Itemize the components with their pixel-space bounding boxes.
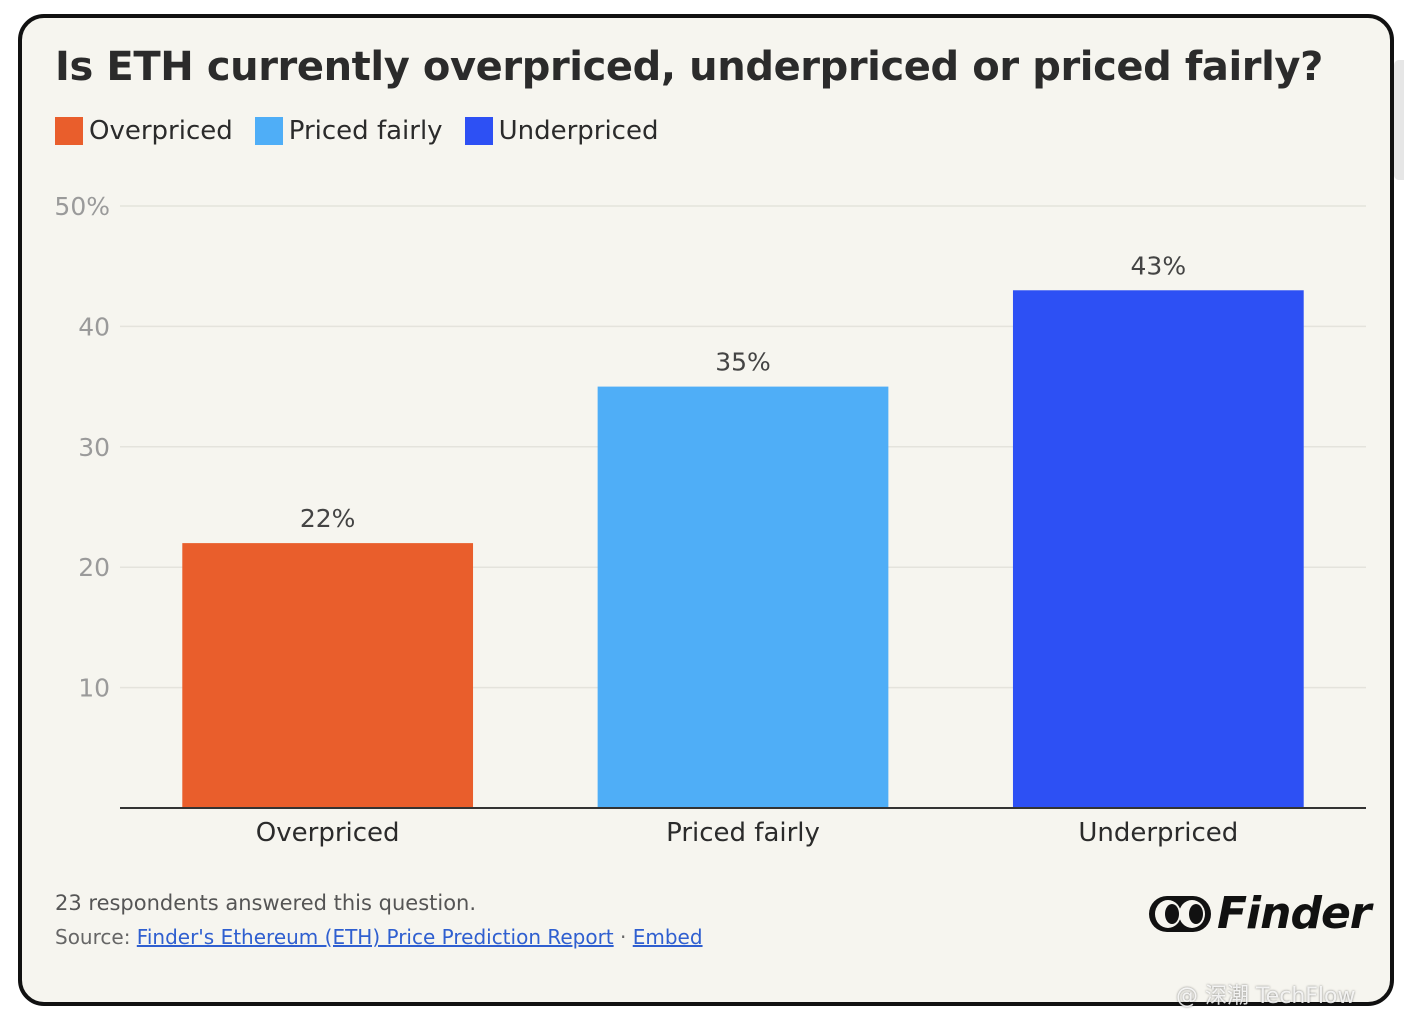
chart-title: Is ETH currently overpriced, underpriced… [55, 44, 1323, 90]
y-tick-label: 50% [54, 192, 110, 221]
edge-shadow [1394, 60, 1404, 180]
source-report-link[interactable]: Finder's Ethereum (ETH) Price Prediction… [136, 925, 614, 949]
legend-label: Priced fairly [288, 116, 443, 146]
y-tick-label: 30 [78, 433, 110, 462]
finder-logo[interactable]: Finder [1147, 888, 1371, 939]
respondents-note: 23 respondents answered this question. [55, 891, 477, 915]
brand-name: Finder [1217, 888, 1371, 939]
data-label: 35% [715, 348, 771, 377]
legend: Overpriced Priced fairly Underpriced [55, 116, 680, 146]
chart-card: Is ETH currently overpriced, underpriced… [18, 14, 1394, 1006]
watermark: @ 深潮 TechFlow [1176, 984, 1356, 1009]
legend-item-underpriced: Underpriced [464, 116, 659, 146]
legend-swatch-overpriced [55, 117, 83, 145]
bar-chart: 10 20 30 40 50% 22% Overpriced 35% Priced fairly… [54, 192, 1366, 848]
y-tick-label: 40 [78, 312, 110, 341]
legend-item-priced-fairly: Priced fairly [254, 116, 443, 146]
x-tick-label: Overpriced [256, 818, 400, 848]
legend-label: Overpriced [89, 116, 233, 146]
y-tick-label: 10 [78, 674, 110, 703]
legend-swatch-underpriced [464, 117, 493, 145]
legend-swatch-priced-fairly [254, 117, 283, 145]
x-tick-label: Priced fairly [666, 818, 820, 848]
data-label: 43% [1131, 251, 1187, 280]
bar [182, 543, 474, 808]
legend-label: Underpriced [498, 116, 659, 146]
bar [1012, 290, 1304, 808]
source-line: Source: Finder's Ethereum (ETH) Price Pr… [55, 925, 703, 949]
finder-eyes-icon [1149, 895, 1211, 932]
source-prefix: Source: [55, 925, 137, 949]
source-separator: · [613, 925, 633, 949]
y-tick-label: 20 [78, 553, 110, 582]
x-tick-label: Underpriced [1078, 818, 1238, 848]
embed-link[interactable]: Embed [632, 925, 703, 949]
bar [597, 386, 889, 808]
legend-item-overpriced: Overpriced [55, 116, 233, 146]
data-label: 22% [300, 504, 356, 533]
